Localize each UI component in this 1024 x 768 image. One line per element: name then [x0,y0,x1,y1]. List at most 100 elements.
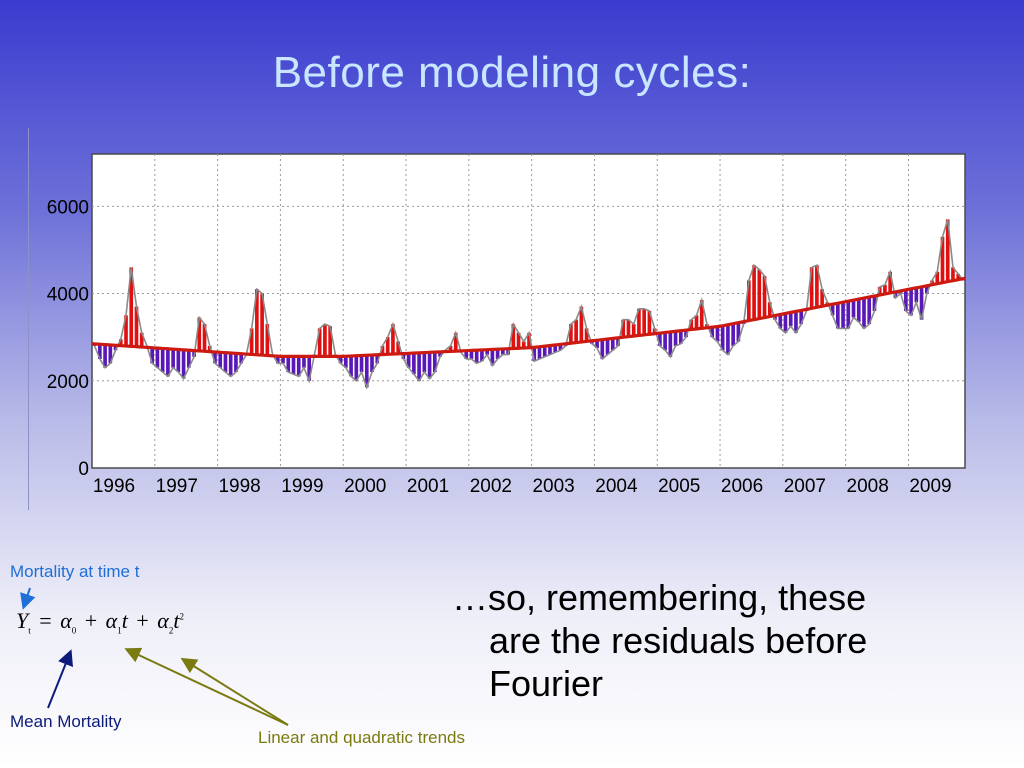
residual-bar [762,276,767,318]
x-tick-label: 2007 [784,476,826,497]
residual-bar [783,313,788,333]
residual-bar [888,271,892,293]
residual-bar [197,317,202,351]
residual-bar [940,236,945,283]
residual-bar [202,324,207,352]
residual-bar [359,355,364,373]
residual-bar [883,284,887,294]
residual-bar [129,267,134,347]
mortality-arrow [20,587,36,610]
trend-line [91,276,966,358]
residual-bar [569,324,573,344]
residual-bar [914,287,919,303]
residual-bar [542,346,547,357]
divider-line [28,128,29,510]
residual-bar [432,352,437,373]
y-tick-label: 6000 [47,197,89,218]
residual-bar [956,273,961,280]
residual-bar [417,352,421,381]
residual-bar [213,351,217,364]
body-line-2: are the residuals before [489,620,868,661]
residual-bar [715,326,720,342]
residual-bar [391,324,395,355]
residual-bar [302,356,306,368]
residual-bar [207,345,212,352]
residual-bar [469,350,474,359]
x-tick-label: 2002 [470,476,512,497]
residual-bar [291,356,296,375]
residual-bar [684,330,688,338]
series-line-group [93,219,965,390]
residual-bar [354,355,359,381]
residual-bar [223,352,228,373]
residual-bar [532,347,537,362]
residual-bar [668,331,673,357]
residual-bar [521,341,526,348]
residual-bar [286,356,291,373]
residual-bar [412,353,416,375]
residual-bar [835,303,840,329]
residual-bar [862,298,866,329]
residual-bar [778,314,783,329]
trends-label: Linear and quadratic trends [258,728,465,747]
mean-mortality-label: Mean Mortality [10,712,122,731]
residual-bar [595,340,599,349]
residual-bar [767,302,772,317]
residual-bar [516,332,521,349]
residual-bar [558,344,563,351]
residual-bar [867,297,872,325]
residual-bar [809,267,814,309]
residual-bar [830,304,835,316]
residual-bar [344,356,348,368]
residual-bar [364,355,369,388]
residual-bar [150,347,155,364]
residual-bar [155,348,160,368]
residual-bar [678,330,683,344]
residual-bar [113,345,118,351]
residual-bar [694,315,699,329]
x-tick-label: 2000 [344,476,386,497]
residual-bar [98,344,102,359]
residual-bar [637,308,641,336]
residual-bar [480,349,484,362]
residual-chart: 1996 1997 1998 1999 2000 2001 2002 2003 2004 2005… [47,153,966,497]
residual-bar [731,323,735,346]
residual-bar [600,339,605,359]
residual-bar [338,356,343,364]
residual-bar [323,324,327,357]
residual-bar [631,324,636,337]
mortality-label: Mortality at time t [10,562,140,581]
residual-bar [815,265,819,308]
residual-bar [935,271,940,284]
residual-bar [689,319,694,330]
x-tick-label: 2004 [595,476,638,497]
residual-bar [699,300,704,329]
residual-bar [495,349,500,359]
residual-bar [642,308,646,335]
x-tick-label: 2006 [721,476,763,497]
residual-bar [537,346,542,359]
residual-bar [108,344,113,364]
residual-bar [610,338,615,351]
residual-bar [501,348,505,355]
residual-bar [919,286,924,320]
residual-bar [673,331,678,346]
residual-bar [548,345,552,355]
y-tick-label: 2000 [47,372,89,393]
body-line-1: …so, remembering, these [452,577,867,618]
residual-bar [438,351,442,357]
body-line-3: Fourier [489,663,604,704]
residual-bar [317,328,322,357]
residual-bar [453,332,458,352]
slide-title: Before modeling cycles: [272,48,752,97]
residual-bar [747,280,751,321]
residual-bar [490,349,495,366]
residual-bar [951,267,955,281]
residual-bar [134,306,139,347]
residual-bar [385,337,390,355]
residual-bar [448,345,453,352]
residual-bar [474,350,479,364]
residual-bar [375,354,380,364]
residual-bar [422,352,427,373]
